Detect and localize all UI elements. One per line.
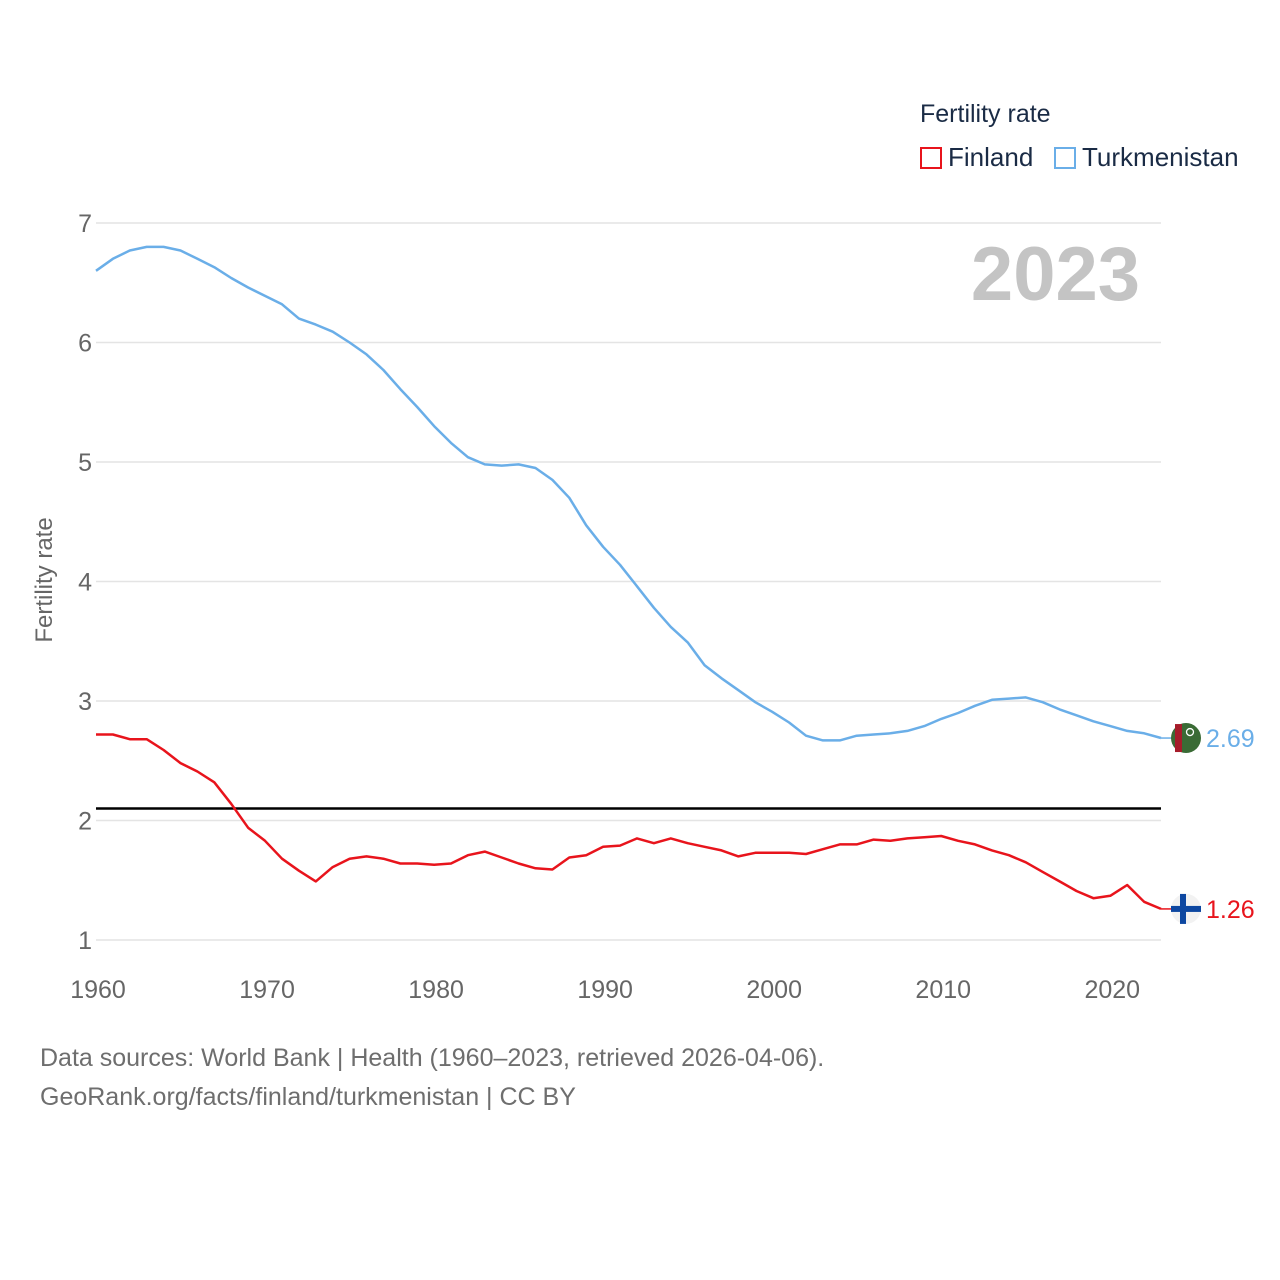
end-value-label-turkmenistan: 2.69 xyxy=(1206,725,1255,753)
legend-title: Fertility rate xyxy=(920,100,1051,128)
flag-crescent xyxy=(1185,727,1195,737)
series-line-finland xyxy=(96,733,1162,911)
y-tick-label-4: 4 xyxy=(78,569,92,597)
footer-sources: Data sources: World Bank | Health (1960–… xyxy=(40,1044,825,1072)
x-tick-label-1980: 1980 xyxy=(408,976,464,1004)
legend-label-turkmenistan: Turkmenistan xyxy=(1082,142,1239,172)
x-tick-label-2000: 2000 xyxy=(746,976,802,1004)
turkmenistan-flag-icon xyxy=(1171,723,1201,754)
legend-label-finland: Finland xyxy=(948,142,1034,172)
x-tick-label-2020: 2020 xyxy=(1084,976,1140,1004)
y-tick-label-3: 3 xyxy=(78,688,92,716)
legend-item-finland[interactable]: Finland xyxy=(920,142,1033,173)
y-axis-ticks: 1 2 3 4 5 6 7 xyxy=(78,210,92,955)
y-tick-label-1: 1 xyxy=(78,927,92,955)
series-line-turkmenistan xyxy=(95,245,1162,742)
legend-swatch-turkmenistan xyxy=(1054,146,1076,169)
end-value-label-finland: 1.26 xyxy=(1206,896,1255,924)
grid-lines xyxy=(96,222,1161,941)
finland-flag-icon xyxy=(1171,893,1201,924)
y-axis-label: Fertility rate xyxy=(31,517,58,642)
footer-attribution: GeoRank.org/facts/finland/turkmenistan |… xyxy=(40,1083,576,1111)
legend-swatch-finland xyxy=(920,146,942,169)
x-tick-label-1960: 1960 xyxy=(70,976,126,1004)
x-tick-label-1990: 1990 xyxy=(577,976,633,1004)
x-tick-label-2010: 2010 xyxy=(915,976,971,1004)
x-tick-label-1970: 1970 xyxy=(239,976,295,1004)
flag-stripe xyxy=(1175,724,1182,753)
legend-item-turkmenistan[interactable]: Turkmenistan xyxy=(1054,142,1239,173)
y-tick-label-7: 7 xyxy=(78,210,92,238)
flag-cross-v xyxy=(1180,893,1186,924)
x-axis-ticks: 1960 1970 1980 1990 2000 2010 2020 xyxy=(70,976,1140,1004)
y-tick-label-5: 5 xyxy=(78,449,92,477)
y-tick-label-2: 2 xyxy=(78,808,92,836)
year-label: 2023 xyxy=(971,232,1140,317)
y-tick-label-6: 6 xyxy=(78,330,92,358)
